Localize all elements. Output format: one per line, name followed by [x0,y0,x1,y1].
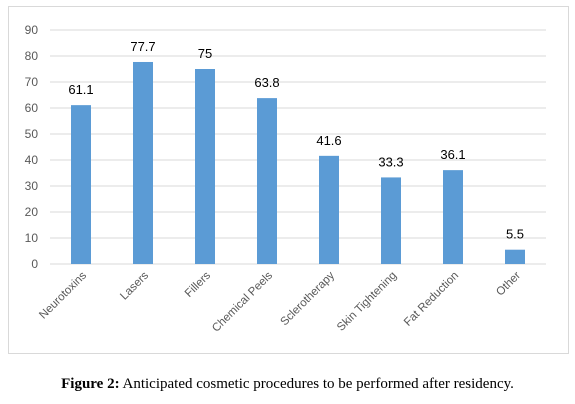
data-labels: 61.1 77.7 75 63.8 41.6 33.3 36.1 5.5 [68,39,524,242]
bar [381,177,401,264]
bar [133,61,153,265]
bar [195,69,215,264]
figure-caption-text: Anticipated cosmetic procedures to be pe… [119,376,514,392]
bars [71,61,525,265]
data-label: 33.3 [378,154,403,169]
gridlines [50,29,546,265]
x-tick-label: Fat Reduction [402,270,461,329]
x-tick-label: Lasers [118,269,151,302]
bar [71,105,91,264]
y-tick-label: 0 [31,257,38,271]
data-label: 75 [198,46,212,61]
y-tick-label: 90 [25,23,39,37]
data-label: 61.1 [68,82,93,97]
y-tick-label: 10 [25,231,39,245]
figure-caption: Figure 2: Anticipated cosmetic procedure… [0,376,575,393]
y-tick-label: 20 [25,205,39,219]
bar [257,98,277,265]
bar [505,249,525,264]
chart-frame [8,6,569,354]
y-tick-label: 40 [25,153,39,167]
y-tick-label: 50 [25,127,39,141]
y-axis-tick-labels: 0 10 20 30 40 50 60 70 80 90 [25,23,39,271]
bar-chart: 0 10 20 30 40 50 60 70 80 90 61.1 77.7 75 63.8 41.6 33… [25,23,546,335]
bar [319,155,339,264]
x-tick-label: Fillers [183,269,213,299]
data-label: 5.5 [506,227,524,242]
x-tick-label: Other [494,270,523,299]
x-tick-label: Skin Tightening [335,270,399,334]
data-label: 36.1 [440,147,465,162]
y-tick-label: 80 [25,49,39,63]
y-tick-label: 30 [25,179,39,193]
data-label: 63.8 [254,75,279,90]
x-tick-label: Chemical Peels [210,269,275,334]
data-label: 41.6 [316,133,341,148]
bar [443,170,463,264]
figure-caption-label: Figure 2: [61,376,120,392]
y-tick-label: 70 [25,75,39,89]
x-tick-label: Neurotoxins [37,269,89,321]
x-tick-label: Sclerotherapy [278,269,337,328]
data-label: 77.7 [130,39,155,54]
y-tick-label: 60 [25,101,39,115]
